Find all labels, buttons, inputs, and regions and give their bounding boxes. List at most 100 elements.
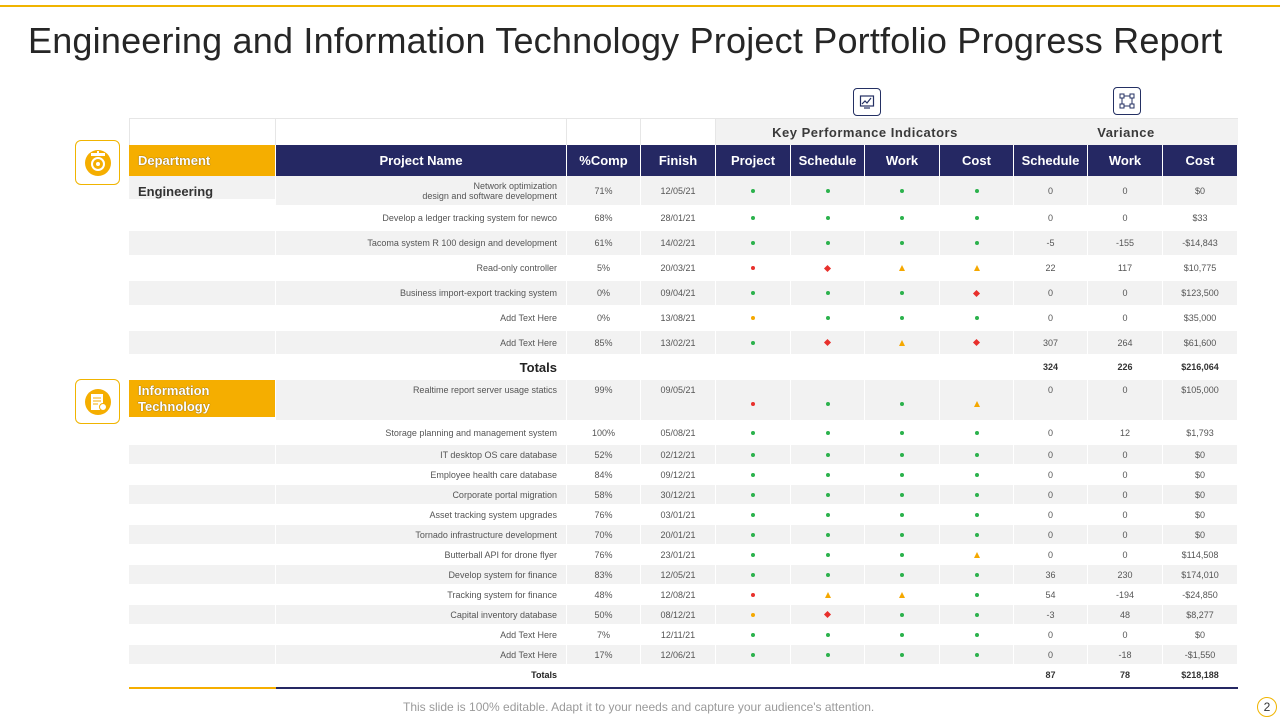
variance-value: $1,793 [1163,421,1238,445]
variance-value: 0 [1014,380,1088,421]
kpi-indicator-cell [716,256,791,281]
variance-value: 117 [1088,256,1163,281]
project-name: Add Text Here [276,625,567,645]
kpi-indicator-cell [865,625,940,645]
kpi-indicator-cell [865,605,940,625]
kpi-indicator-cell [940,380,1014,421]
kpi-indicator-cell [940,465,1014,485]
percent-complete: 100% [567,421,641,445]
variance-network-icon [1113,87,1141,115]
percent-complete: 17% [567,645,641,665]
status-green-dot [900,188,904,193]
table-row: Add Text Here 17% 12/06/21 0 -18 -$1,550 [129,645,1238,665]
kpi-indicator-cell [791,206,865,231]
column-header: Cost [1163,145,1238,176]
status-green-dot [751,572,755,577]
status-warning-triangle [973,265,980,271]
kpi-indicator-cell [865,645,940,665]
totals-value: 226 [1088,355,1163,380]
kpi-indicator-cell [865,525,940,545]
kpi-indicator-cell [716,465,791,485]
percent-complete: 7% [567,625,641,645]
totals-empty [865,665,940,685]
totals-label: Totals [276,355,567,380]
status-green-dot [825,188,830,193]
project-name: IT desktop OS care database [276,445,567,465]
finish-date: 05/08/21 [641,421,716,445]
variance-value: 0 [1014,445,1088,465]
variance-value: 0 [1088,176,1163,206]
table-row: Develop a ledger tracking system for new… [129,206,1238,231]
department-cell-empty [129,625,276,645]
status-warning-triangle [973,551,980,558]
project-name: Develop a ledger tracking system for new… [276,206,567,231]
kpi-indicator-cell [716,545,791,565]
percent-complete: 50% [567,605,641,625]
status-warning-triangle [899,591,905,598]
status-green-dot [974,452,979,457]
kpi-indicator-cell [716,505,791,525]
percent-complete: 68% [567,206,641,231]
status-red-diamond [823,610,832,619]
column-header: Project Name [276,145,567,176]
page-number: 2 [1257,697,1277,717]
portfolio-table: Key Performance Indicators Variance Depa… [129,118,1238,685]
kpi-indicator-cell [791,505,865,525]
status-green-dot [974,472,979,477]
kpi-indicator-cell [865,306,940,331]
kpi-indicator-cell [716,306,791,331]
finish-date: 09/04/21 [641,281,716,306]
status-green-dot [974,632,979,637]
status-green-dot [825,492,830,497]
finish-date: 03/01/21 [641,505,716,525]
department-cell: Engineering [129,176,276,200]
status-green-dot [825,572,830,577]
status-warning-triangle [824,591,831,598]
kpi-indicator-cell [791,605,865,625]
department-cell-empty [129,206,276,231]
variance-value: $8,277 [1163,605,1238,625]
totals-label: Totals [276,665,567,685]
percent-complete: 70% [567,525,641,545]
table-row: Tacoma system R 100 design and developme… [129,231,1238,256]
variance-value: $0 [1163,625,1238,645]
status-red-dot [751,592,755,597]
status-green-dot [974,612,979,617]
table-row: Butterball API for drone flyer 76% 23/01/2… [129,545,1238,565]
percent-complete: 58% [567,485,641,505]
status-red-diamond [823,264,832,272]
variance-value: 0 [1088,525,1163,545]
variance-value: 0 [1088,625,1163,645]
kpi-indicator-cell [791,465,865,485]
kpi-indicator-cell [791,645,865,665]
project-name: Asset tracking system upgrades [276,505,567,525]
finish-date: 30/12/21 [641,485,716,505]
kpi-indicator-cell [865,231,940,256]
variance-value: 0 [1088,380,1163,421]
table-row: Add Text Here 7% 12/11/21 0 0 $0 [129,625,1238,645]
column-header: Work [1088,145,1163,176]
kpi-indicator-cell [940,505,1014,525]
status-green-dot [900,552,904,557]
variance-value: 0 [1088,206,1163,231]
status-green-dot [751,340,755,345]
status-green-dot [825,652,830,657]
kpi-indicator-cell [940,585,1014,605]
project-name: Tracking system for finance [276,585,567,605]
variance-value: 264 [1088,331,1163,355]
department-cell-empty [129,645,276,665]
project-name: Corporate portal migration [276,485,567,505]
variance-value: $0 [1163,505,1238,525]
percent-complete: 83% [567,565,641,585]
status-green-dot [825,430,830,435]
department-cell-empty [129,565,276,585]
kpi-indicator-cell [940,206,1014,231]
status-green-dot [974,430,979,435]
variance-value: $123,500 [1163,281,1238,306]
status-green-dot [900,572,904,577]
kpi-indicator-cell [716,176,791,206]
status-green-dot [825,452,830,457]
finish-date: 09/05/21 [641,380,716,421]
table-row: Tornado infrastructure development 70% 20/… [129,525,1238,545]
kpi-indicator-cell [865,421,940,445]
